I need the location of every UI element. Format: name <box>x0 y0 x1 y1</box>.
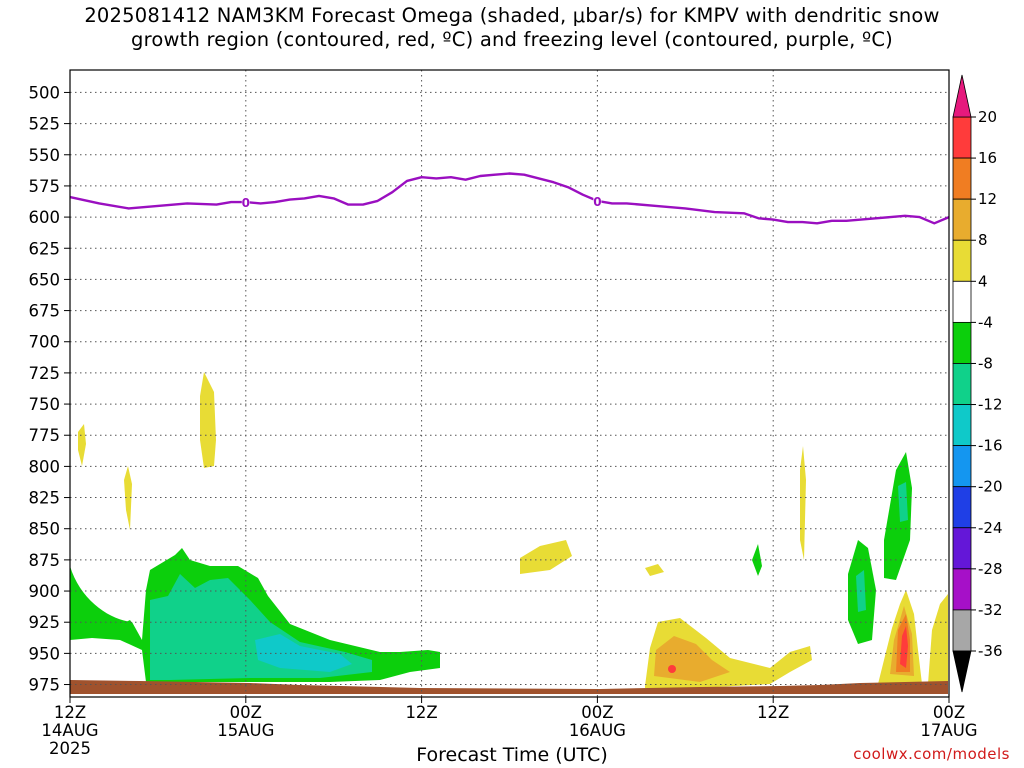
omega-green-cell-4 <box>898 482 908 522</box>
y-tick-label-900: 900 <box>29 582 61 601</box>
colorbar-segment-3 <box>952 239 972 282</box>
y-tick-label-925: 925 <box>29 613 61 632</box>
colorbar: 20 16 12 8 4 -4 -8 -12 -16 -20 -24 -28 -32 -36 <box>952 74 1003 693</box>
freezing-contour-label-0: 0 <box>242 196 250 210</box>
colorbar-bottom-arrow <box>952 650 972 693</box>
omega-yellow-cell-f <box>800 446 806 560</box>
x-tick-label-5: 00Z <box>933 703 965 722</box>
surface-terrain <box>70 680 948 694</box>
y-tick-label-950: 950 <box>29 644 61 663</box>
colorbar-label-5: -4 <box>978 313 993 331</box>
colorbar-segment-1 <box>952 157 972 200</box>
y-tick-label-850: 850 <box>29 520 61 539</box>
colorbar-label-13: -36 <box>978 642 1003 660</box>
colorbar-label-4: 4 <box>978 272 988 290</box>
colorbar-segment-12 <box>952 609 972 652</box>
colorbar-segment-10 <box>952 527 972 570</box>
omega-yellow-cell-c <box>200 372 216 468</box>
y-tick-label-575: 575 <box>29 177 61 196</box>
title-line-1: 2025081412 NAM3KM Forecast Omega (shaded… <box>84 4 940 27</box>
x-tick-label-0: 12Z <box>54 703 86 722</box>
colorbar-label-8: -16 <box>978 437 1003 455</box>
omega-yellow-cell-d <box>520 540 572 574</box>
colorbar-label-3: 8 <box>978 231 988 249</box>
freezing-contour-label-1: 0 <box>593 195 601 209</box>
omega-red-cell <box>900 626 908 668</box>
x-tick-date-5: 17AUG <box>920 721 977 740</box>
y-tick-label-750: 750 <box>29 395 61 414</box>
title-line-2: growth region (contoured, red, ºC) and f… <box>131 28 893 51</box>
omega-yellow-cell-a <box>78 424 86 466</box>
x-tick-date-0: 14AUG <box>41 721 98 740</box>
y-tick-label-725: 725 <box>29 364 61 383</box>
credit-text: coolwx.com/models <box>853 745 1010 763</box>
colorbar-label-0: 20 <box>978 108 997 126</box>
omega-yellow-cell-h <box>928 594 948 684</box>
freezing-label-bg-1 <box>593 193 602 207</box>
omega-green-area-sliver <box>114 620 134 632</box>
colorbar-top-arrow <box>952 74 972 118</box>
colorbar-segment-11 <box>952 568 972 611</box>
y-tick-label-825: 825 <box>29 489 61 508</box>
y-tick-label-875: 875 <box>29 551 61 570</box>
x-tick-label-4: 12Z <box>757 703 789 722</box>
colorbar-label-12: -32 <box>978 601 1003 619</box>
y-tick-label-800: 800 <box>29 457 61 476</box>
freezing-label-bg-0 <box>241 195 250 209</box>
colorbar-label-9: -20 <box>978 478 1003 496</box>
x-tick-date-1: 15AUG <box>217 721 274 740</box>
omega-yellow-cell-e <box>645 564 664 576</box>
y-tick-label-550: 550 <box>29 146 61 165</box>
y-tick-label-625: 625 <box>29 239 61 258</box>
x-tick-year-0: 2025 <box>49 739 91 758</box>
y-tick-label-975: 975 <box>29 676 61 695</box>
omega-cyan-area <box>255 634 352 672</box>
colorbar-label-1: 16 <box>978 149 997 167</box>
colorbar-segment-2 <box>952 198 972 241</box>
colorbar-label-6: -8 <box>978 354 993 372</box>
freezing-level-contour <box>69 172 950 225</box>
chart-title: 2025081412 NAM3KM Forecast Omega (shaded… <box>0 4 1024 52</box>
omega-green-cell-5 <box>752 544 762 576</box>
y-tick-label-600: 600 <box>29 208 61 227</box>
y-tick-label-775: 775 <box>29 426 61 445</box>
x-tick-label-1: 00Z <box>230 703 262 722</box>
plot-frame <box>69 69 950 698</box>
omega-red-dot <box>668 665 676 673</box>
colorbar-label-11: -28 <box>978 560 1003 578</box>
omega-yellow-cell-b <box>124 466 132 530</box>
x-tick-label-2: 12Z <box>405 703 437 722</box>
colorbar-segment-0 <box>952 116 972 159</box>
y-tick-label-500: 500 <box>29 83 61 102</box>
x-axis-title: Forecast Time (UTC) <box>416 744 608 766</box>
colorbar-segment-5 <box>952 321 972 364</box>
y-tick-label-525: 525 <box>29 115 61 134</box>
y-tick-label-700: 700 <box>29 333 61 352</box>
colorbar-segment-7 <box>952 404 972 447</box>
x-tick-label-3: 00Z <box>581 703 613 722</box>
colorbar-label-7: -12 <box>978 396 1003 414</box>
colorbar-label-2: 12 <box>978 190 997 208</box>
x-tick-date-3: 16AUG <box>569 721 626 740</box>
colorbar-label-10: -24 <box>978 519 1003 537</box>
colorbar-segment-8 <box>952 445 972 488</box>
y-tick-label-650: 650 <box>29 270 61 289</box>
colorbar-segment-6 <box>952 363 972 405</box>
colorbar-segment-4 <box>952 280 972 323</box>
y-axis-ticks: 500 525 550 575 600 625 650 675 700 725 750 775 800 8… <box>29 83 70 695</box>
colorbar-segment-9 <box>952 486 972 529</box>
y-tick-label-675: 675 <box>29 302 61 321</box>
